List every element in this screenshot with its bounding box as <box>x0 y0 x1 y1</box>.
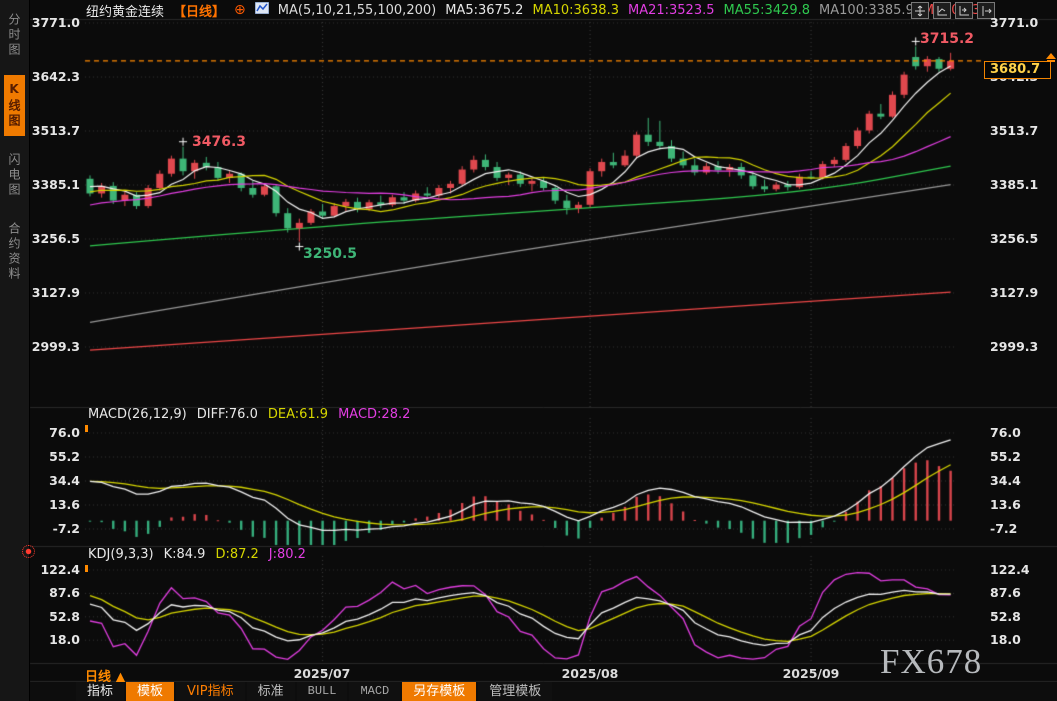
tab-template[interactable]: 模板 <box>126 682 175 701</box>
kdj-legend: KDJ(9,3,3) K:84.9 D:87.2 J:80.2 <box>88 547 306 562</box>
macd-tick-right: 76.0 <box>990 425 1021 440</box>
sidebar-item-contract-info[interactable]: 合约资料 <box>7 222 21 282</box>
macd-tick-right: 55.2 <box>990 449 1021 464</box>
annotation-swing-high: 3476.3 <box>192 134 247 150</box>
macd-tick-right: 34.4 <box>990 473 1021 488</box>
macd-tick: 76.0 <box>49 425 80 440</box>
ma100-value: MA100:3385.9 <box>819 2 914 18</box>
price-tick-left: 3513.7 <box>31 123 80 138</box>
price-tick-right: 2999.3 <box>990 339 1039 354</box>
price-tick-left: 3642.3 <box>31 69 80 84</box>
macd-tick: 55.2 <box>49 449 80 464</box>
exit-fullscreen-icon[interactable] <box>977 2 995 19</box>
panel-marker <box>85 565 88 572</box>
tab-standard[interactable]: 标准 <box>246 682 295 701</box>
bottom-toolbar: 指标 模板 VIP指标 标准 BULL MACD 另存模板 管理模板 <box>30 682 1057 701</box>
macd-diff-value: DIFF:76.0 <box>196 407 258 422</box>
price-tick-right: 3127.9 <box>990 285 1039 300</box>
tab-bull[interactable]: BULL <box>296 682 348 701</box>
ma-settings-label: MA(5,10,21,55,100,200) <box>277 2 437 18</box>
kdj-tick-right: 122.4 <box>990 562 1030 577</box>
sidebar-item-klinechart[interactable]: K线图 <box>4 75 25 136</box>
kdj-tick-right: 18.0 <box>990 632 1021 647</box>
x-axis-label: 2025/08 <box>561 666 619 681</box>
play-forward-icon[interactable] <box>955 2 973 19</box>
ma10-value: MA10:3638.3 <box>532 2 619 18</box>
kdj-tick: 18.0 <box>49 632 80 647</box>
macd-tick-right: -7.2 <box>990 521 1018 536</box>
kdj-k-value: K:84.9 <box>163 547 206 562</box>
kdj-tick: 122.4 <box>40 562 80 577</box>
macd-tick: 34.4 <box>49 473 80 488</box>
price-tick-right: 3385.1 <box>990 177 1039 192</box>
mini-chart-icon[interactable] <box>254 1 270 18</box>
indicator-settings-icon[interactable] <box>22 545 35 558</box>
price-tick-left: 3256.5 <box>31 231 80 246</box>
macd-tick-right: 13.6 <box>990 497 1021 512</box>
kdj-title: KDJ(9,3,3) <box>88 547 154 562</box>
tab-vip-indicator[interactable]: VIP指标 <box>176 682 245 701</box>
chart-header: 纽约黄金连续 【日线】 ⊕ MA(5,10,21,55,100,200) MA5… <box>86 1 980 20</box>
tab-macd[interactable]: MACD <box>349 682 401 701</box>
price-tick-left: 3771.0 <box>31 15 80 30</box>
kdj-j-value: J:80.2 <box>268 547 306 562</box>
macd-title: MACD(26,12,9) <box>88 407 187 422</box>
panel-marker <box>85 425 88 432</box>
axis-scale-icon[interactable] <box>933 2 951 19</box>
macd-dea-value: DEA:61.9 <box>267 407 329 422</box>
sidebar-item-timechart[interactable]: 分时图 <box>7 13 21 58</box>
current-price-tag: 3680.7 <box>984 61 1051 79</box>
macd-legend: MACD(26,12,9) DIFF:76.0 DEA:61.9 MACD:28… <box>88 407 410 422</box>
macd-tick: -7.2 <box>52 521 80 536</box>
kdj-tick-right: 87.6 <box>990 585 1021 600</box>
kdj-d-value: D:87.2 <box>215 547 259 562</box>
price-tick-left: 3385.1 <box>31 177 80 192</box>
watermark: FX678 <box>880 642 983 681</box>
tab-indicator[interactable]: 指标 <box>76 682 125 701</box>
symbol-name: 纽约黄金连续 <box>86 4 165 20</box>
tab-manage-template[interactable]: 管理模板 <box>478 682 553 701</box>
macd-hist-value: MACD:28.2 <box>338 407 411 422</box>
crosshair-icon[interactable] <box>911 2 929 19</box>
chart-toolbar <box>911 2 995 19</box>
price-tick-right: 3771.0 <box>990 15 1039 30</box>
jump-to-latest-icon[interactable] <box>1045 53 1057 65</box>
price-tick-right: 3256.5 <box>990 231 1039 246</box>
add-indicator-icon[interactable]: ⊕ <box>234 2 246 18</box>
kdj-tick-right: 52.8 <box>990 609 1021 624</box>
kdj-tick: 87.6 <box>49 585 80 600</box>
ma21-value: MA21:3523.5 <box>627 2 715 18</box>
price-tick-right: 3513.7 <box>990 123 1039 138</box>
price-tick-left: 3127.9 <box>31 285 80 300</box>
price-tick-left: 2999.3 <box>31 339 80 354</box>
tab-save-template[interactable]: 另存模板 <box>402 682 477 701</box>
annotation-swing-low: 3250.5 <box>303 246 358 262</box>
period-selector[interactable]: 日线 ▲ <box>85 670 126 685</box>
kdj-tick: 52.8 <box>49 609 80 624</box>
period-badge: 【日线】 <box>173 4 226 20</box>
sidebar: 分时图 K线图 闪电图 合约资料 <box>0 0 30 701</box>
ma5-value: MA5:3675.2 <box>445 2 524 18</box>
annotation-high: 3715.2 <box>920 31 975 47</box>
chevron-up-icon: ▲ <box>115 670 126 685</box>
ma55-value: MA55:3429.8 <box>723 2 811 18</box>
x-axis-label: 2025/09 <box>782 666 840 681</box>
sidebar-item-flashchart[interactable]: 闪电图 <box>7 153 21 198</box>
x-axis-label: 2025/07 <box>293 666 351 681</box>
macd-tick: 13.6 <box>49 497 80 512</box>
